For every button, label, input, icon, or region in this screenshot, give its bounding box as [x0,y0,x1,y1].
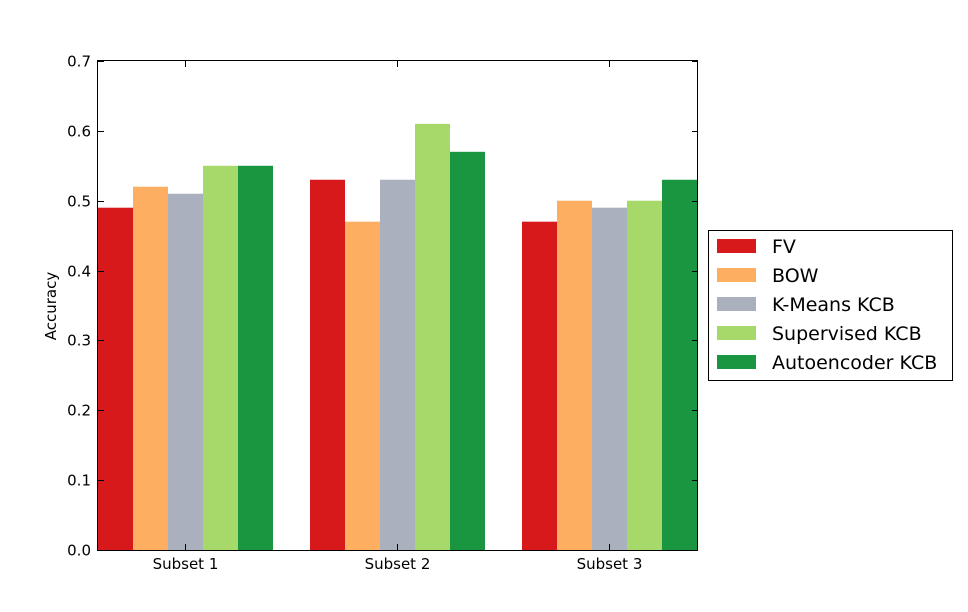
bar-fv-subset-1 [98,207,133,550]
bar-autoencoder-kcb-subset-1 [238,165,273,551]
y-tick-label: 0.3 [67,332,91,350]
bars-layer [98,123,697,551]
y-tick-label: 0.5 [67,193,91,211]
bar-k-means-kcb-subset-3 [592,207,627,550]
legend-swatch [717,239,756,253]
bar-supervised-kcb-subset-1 [203,165,238,551]
plot-frame [97,60,698,551]
y-axis-label: Accuracy [42,272,60,341]
bar-autoencoder-kcb-subset-3 [662,179,697,550]
bar-fv-subset-3 [522,221,557,550]
bar-bow-subset-1 [133,186,168,550]
legend-swatch [717,268,756,282]
x-tick-label: Subset 1 [153,555,219,573]
legend-swatch [717,326,756,340]
bar-k-means-kcb-subset-1 [168,193,203,550]
bar-supervised-kcb-subset-3 [627,200,662,550]
bar-bow-subset-2 [345,221,380,550]
legend-swatch [717,355,756,369]
legend: FV BOW K-Means KCB Supervised KCB Autoencode… [708,230,953,381]
y-tick-label: 0.4 [67,263,91,281]
x-tick-label: Subset 2 [365,555,431,573]
bar-bow-subset-3 [557,200,592,550]
y-tick-label: 0.0 [67,542,91,560]
x-axis: Subset 1 Subset 2 Subset 3 [153,61,643,573]
bar-k-means-kcb-subset-2 [380,179,415,550]
y-axis: 0.0 0.1 0.2 0.3 0.4 0.5 0.6 0.7 [67,53,698,560]
bar-supervised-kcb-subset-2 [415,123,450,550]
legend-label: FV [772,236,796,258]
legend-label: K-Means KCB [772,294,895,316]
bar-fv-subset-2 [310,179,345,550]
y-tick-label: 0.2 [67,402,91,420]
x-tick-label: Subset 3 [577,555,643,573]
legend-label: BOW [772,265,819,287]
y-tick-label: 0.7 [67,53,91,71]
y-tick-label: 0.6 [67,123,91,141]
bar-autoencoder-kcb-subset-2 [450,151,485,551]
legend-label: Autoencoder KCB [772,352,937,374]
legend-swatch [717,297,756,311]
legend-label: Supervised KCB [772,323,922,345]
y-tick-label: 0.1 [67,472,91,490]
